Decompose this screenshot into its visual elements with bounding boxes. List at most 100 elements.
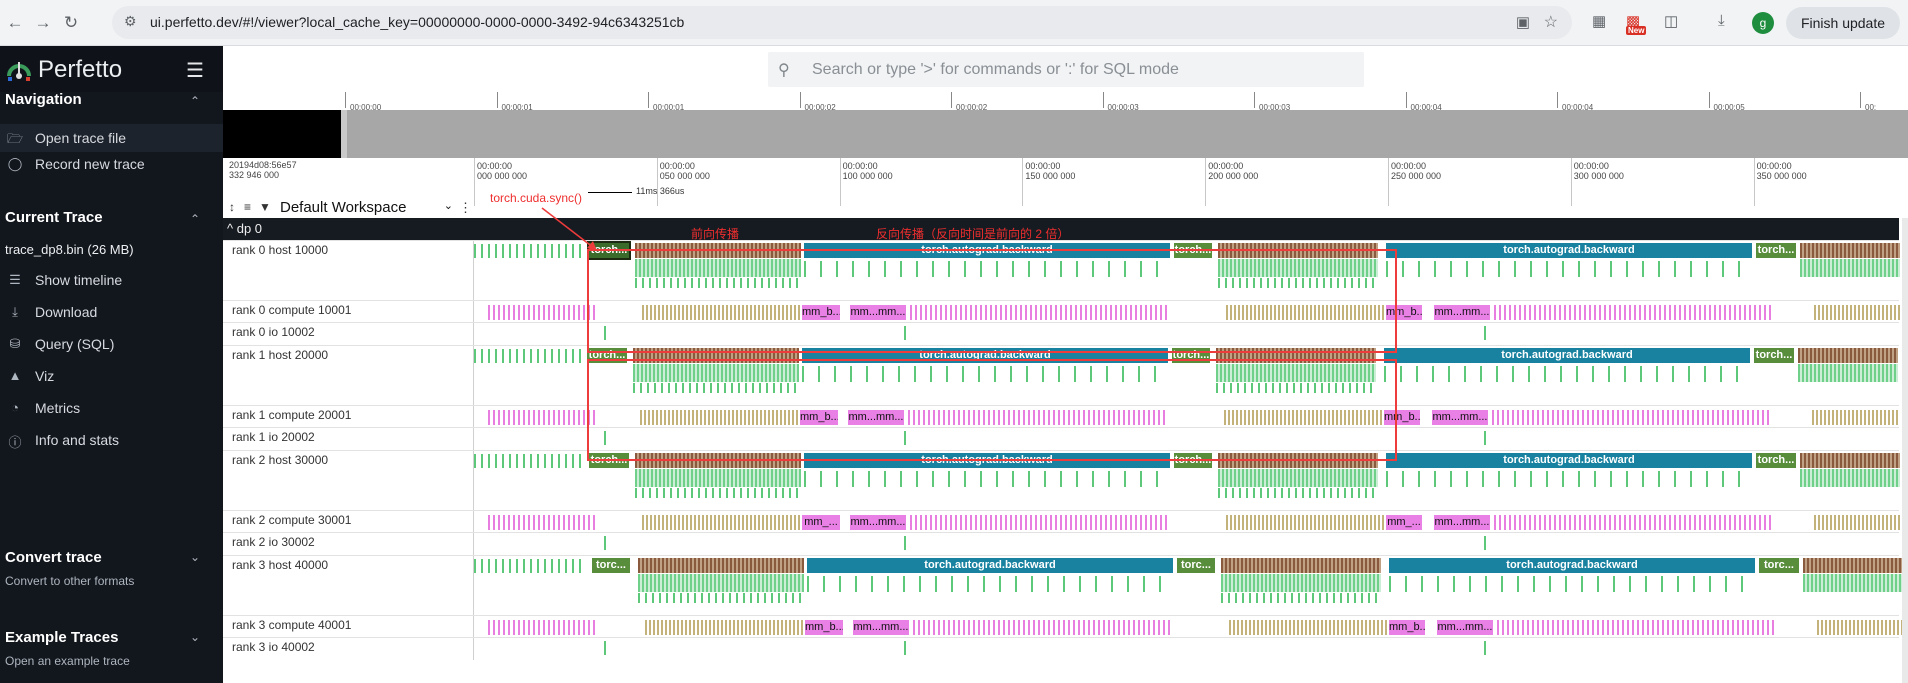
forward-sub2-slice[interactable] [1218,488,1378,498]
track-compute[interactable]: rank 3 compute 40001 mm_b... mm...mm... mm_… [223,615,1903,637]
backward-sub-slice[interactable] [802,366,1168,382]
forward-sub2-slice[interactable] [1218,278,1378,288]
forward-sub-slice[interactable] [633,364,799,382]
sidebar-item-metrics[interactable]: ◔ Metrics [0,394,223,422]
forward-sub-slice[interactable] [1218,259,1378,277]
kernel-stripe[interactable] [1814,305,1900,320]
torch-sync-slice[interactable]: torc... [1177,558,1215,573]
bookmark-star-icon[interactable]: ☆ [1543,14,1558,31]
kernel-slice[interactable]: mm_... [1386,515,1422,530]
reload-icon[interactable]: ↻ [63,13,79,32]
kernel-stripe[interactable] [910,515,1170,530]
io-slice[interactable] [1484,431,1488,445]
backward-slice[interactable]: torch.autograd.backward [1386,453,1752,468]
torch-sync-slice[interactable]: torc... [1759,558,1799,573]
omnibox-search[interactable]: ⚲ Search or type '>' for commands or ':'… [768,52,1364,87]
forward-sub-slice[interactable] [1216,364,1376,382]
kernel-stripe[interactable] [1226,305,1384,320]
vertical-scrollbar[interactable] [1902,218,1908,683]
kernel-stripe[interactable] [910,305,1170,320]
kernel-stripe[interactable] [642,515,802,530]
forward-op-slice[interactable] [1798,348,1898,363]
kernel-stripe[interactable] [1226,515,1384,530]
camera-off-icon[interactable]: ▣ [1515,14,1530,31]
kernel-slice[interactable]: mm_b... [800,410,838,425]
io-slice[interactable] [1484,641,1488,655]
kernel-stripe[interactable] [1492,410,1772,425]
io-slice[interactable] [604,536,608,550]
forward-op-slice[interactable] [1221,558,1381,573]
chevron-down-icon[interactable]: ⌄ [190,630,201,644]
backward-slice[interactable]: torch.autograd.backward [1389,558,1755,573]
kernel-slice[interactable]: mm...mm... [1434,515,1490,530]
forward-sub2-slice[interactable] [1216,383,1376,393]
kernel-slice[interactable]: mm_b... [1384,410,1420,425]
kernel-slice[interactable]: mm...mm... [848,410,904,425]
time-ruler[interactable]: 00:00:00 000 000 000 00:00:00 050 000 000 00… [473,158,1908,206]
collapse-all-icon[interactable]: ↕ [229,200,235,214]
backward-sub-slice[interactable] [807,576,1173,592]
search-input[interactable]: Search or type '>' for commands or ':' f… [812,61,1179,78]
address-bar[interactable]: ⚙ ui.perfetto.dev/#!/viewer?local_cache_… [112,6,1572,39]
kernel-stripe[interactable] [488,620,598,635]
current-trace-title[interactable]: Current Trace [5,209,103,226]
io-slice[interactable] [1484,536,1488,550]
forward-op-slice[interactable] [1800,243,1900,258]
group-header-dp0[interactable]: ^ dp 0 [223,218,1899,240]
profile-avatar[interactable]: g [1752,12,1774,34]
track-compute[interactable]: rank 0 compute 10001 mm_b... mm...mm... mm_… [223,300,1900,322]
kernel-stripe[interactable] [908,410,1168,425]
forward-op-slice[interactable] [1803,558,1903,573]
qr-icon[interactable]: ▦ [1592,13,1607,30]
io-slice[interactable] [1484,326,1488,340]
cpu-slice-stripe[interactable] [474,244,584,258]
chevron-up-icon[interactable]: ⌃ [190,212,201,226]
sidebar-item-download[interactable]: ⤓ Download [0,298,223,326]
track-canvas[interactable]: torc... torch.autograd.backward torc... tor… [473,556,1903,615]
kernel-slice[interactable]: mm...mm... [850,515,906,530]
kernel-slice[interactable]: mm_b... [1389,620,1425,635]
menu-icon[interactable]: ☰ [186,60,204,82]
forward-op-slice[interactable] [638,558,804,573]
extension-news-icon[interactable]: ▩ [1626,13,1641,30]
io-slice[interactable] [904,641,908,655]
kernel-slice[interactable]: mm_b... [802,305,840,320]
torch-sync-slice[interactable]: torch... [1754,348,1794,363]
track-io[interactable]: rank 3 io 40002 [223,637,1899,660]
kernel-stripe[interactable] [913,620,1173,635]
chevron-up-icon[interactable]: ⌃ [190,94,201,108]
kernel-stripe[interactable] [645,620,805,635]
example-traces-title[interactable]: Example Traces [5,629,119,646]
track-canvas[interactable]: mm_... mm...mm... mm_... mm...mm... [473,511,1900,532]
kernel-slice[interactable]: mm_b... [805,620,843,635]
track-canvas[interactable]: mm_b... mm...mm... mm_b... mm...mm... [473,301,1900,322]
filter-icon[interactable]: ▼ [259,200,271,214]
io-slice[interactable] [604,326,608,340]
track-host[interactable]: rank 3 host 40000 torc... torch.autograd.b… [223,555,1903,615]
track-canvas[interactable] [473,638,1899,660]
cpu-slice-stripe[interactable] [474,454,584,468]
kernel-slice[interactable]: mm...mm... [1437,620,1493,635]
backward-sub-slice[interactable] [1386,471,1752,487]
io-slice[interactable] [904,431,908,445]
sidebar-item-open-trace[interactable]: 🗁 Open trace file [0,124,223,152]
forward-sub2-slice[interactable] [635,488,801,498]
torch-sync-slice[interactable]: torch... [1756,453,1796,468]
torch-sync-slice[interactable]: torch... [1756,243,1796,258]
kernel-stripe[interactable] [1229,620,1387,635]
overview-handle[interactable] [341,110,347,158]
kernel-stripe[interactable] [488,515,598,530]
kernel-stripe[interactable] [642,305,802,320]
kernel-slice[interactable]: mm_... [802,515,840,530]
forward-op-slice[interactable] [1800,453,1900,468]
sidebar-item-query[interactable]: ⛁ Query (SQL) [0,330,223,358]
kernel-stripe[interactable] [1812,410,1898,425]
forward-sub-slice[interactable] [1800,259,1900,277]
forward-sub2-slice[interactable] [638,593,804,603]
forward-sub2-slice[interactable] [1221,593,1381,603]
sidebar-item-show-timeline[interactable]: ☰ Show timeline [0,266,223,294]
kernel-stripe[interactable] [1494,515,1774,530]
sidebar-item-info[interactable]: ⓘ Info and stats [0,426,223,454]
track-compute[interactable]: rank 1 compute 20001 mm_b... mm...mm... mm_… [223,405,1899,427]
track-io[interactable]: rank 1 io 20002 [223,427,1899,450]
